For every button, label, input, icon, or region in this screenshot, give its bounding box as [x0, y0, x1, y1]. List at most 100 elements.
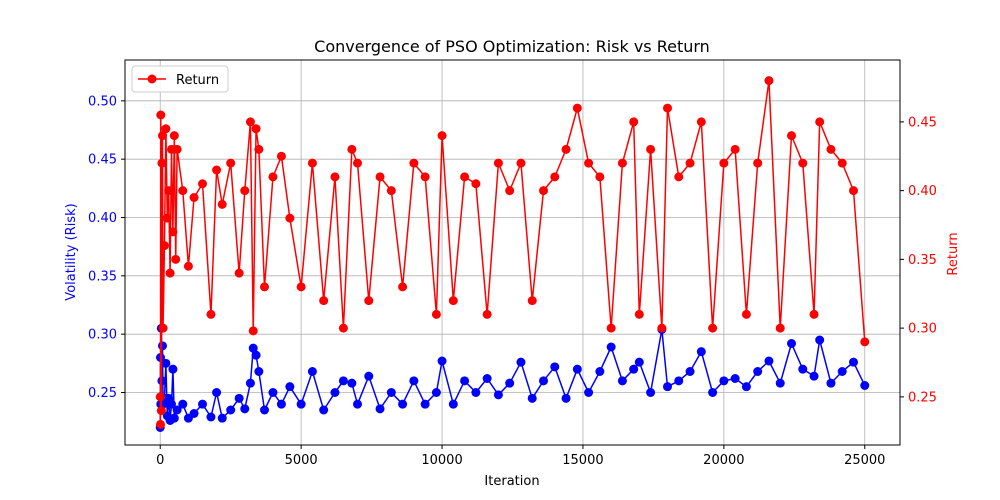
- left-y-tick-label-2: 0.35: [88, 269, 117, 284]
- risk-point-39: [347, 378, 357, 388]
- right-y-axis-label: Return: [946, 232, 961, 275]
- return-point-57: [527, 296, 537, 306]
- return-point-25: [234, 268, 244, 278]
- return-point-45: [398, 282, 408, 292]
- risk-point-71: [685, 367, 695, 376]
- risk-point-41: [364, 371, 374, 381]
- return-point-63: [595, 172, 605, 182]
- plot-area-frame: [124, 59, 901, 446]
- return-point-10: [164, 186, 174, 196]
- return-point-72: [685, 158, 695, 168]
- return-point-0: [155, 392, 165, 402]
- risk-point-16: [178, 399, 188, 409]
- risk-point-18: [189, 409, 199, 418]
- return-point-54: [493, 158, 503, 168]
- risk-point-63: [606, 342, 616, 352]
- x-tick-label-0: 0: [156, 453, 164, 468]
- return-point-20: [198, 179, 207, 189]
- return-point-78: [753, 158, 763, 168]
- risk-point-5: [157, 341, 167, 351]
- return-point-35: [296, 282, 306, 292]
- return-point-6: [158, 323, 168, 333]
- return-point-14: [169, 131, 179, 141]
- return-point-52: [471, 179, 481, 189]
- return-point-76: [730, 144, 740, 154]
- chart-title: Convergence of PSO Optimization: Risk vs…: [314, 37, 710, 56]
- risk-point-13: [168, 364, 178, 374]
- return-point-62: [584, 158, 594, 168]
- return-point-34: [285, 213, 295, 223]
- risk-point-37: [330, 388, 340, 397]
- risk-point-86: [849, 357, 858, 367]
- risk-point-33: [285, 382, 295, 392]
- risk-point-49: [448, 399, 458, 409]
- return-point-73: [696, 117, 706, 127]
- return-series: [155, 76, 870, 429]
- risk-point-15: [172, 405, 182, 415]
- risk-point-81: [798, 364, 808, 374]
- risk-point-50: [460, 376, 470, 386]
- return-point-70: [663, 103, 672, 113]
- return-point-87: [849, 186, 858, 196]
- return-point-2: [156, 110, 166, 120]
- return-point-42: [364, 296, 374, 306]
- risk-point-12: [167, 399, 176, 409]
- risk-point-67: [646, 388, 656, 397]
- risk-point-28: [251, 350, 261, 360]
- return-point-75: [719, 158, 729, 168]
- risk-point-58: [550, 362, 560, 372]
- return-point-13: [168, 227, 178, 237]
- return-point-30: [254, 144, 264, 154]
- risk-point-14: [169, 413, 179, 423]
- risk-point-52: [482, 374, 492, 383]
- risk-point-44: [398, 399, 408, 409]
- risk-point-45: [409, 376, 419, 386]
- risk-point-66: [634, 357, 644, 367]
- risk-point-29: [254, 367, 264, 376]
- return-point-9: [162, 213, 172, 223]
- return-point-15: [171, 254, 181, 264]
- return-point-17: [178, 186, 188, 196]
- return-point-51: [460, 172, 470, 182]
- return-point-29: [251, 124, 261, 134]
- x-tick-label-1: 5000: [285, 453, 318, 468]
- return-point-26: [240, 186, 250, 196]
- return-point-48: [431, 309, 441, 319]
- right-y-tick-label-2: 0.35: [908, 253, 937, 268]
- return-point-53: [482, 309, 492, 319]
- risk-point-69: [663, 382, 672, 392]
- return-point-71: [674, 172, 684, 182]
- risk-point-76: [741, 382, 751, 392]
- return-point-39: [338, 323, 348, 333]
- risk-point-84: [826, 378, 836, 388]
- right-y-tick-label-0: 0.25: [908, 390, 937, 405]
- return-point-67: [634, 309, 644, 319]
- risk-point-87: [860, 381, 870, 390]
- risk-point-34: [296, 399, 306, 409]
- risk-point-36: [319, 405, 329, 415]
- return-point-43: [375, 172, 385, 182]
- left-y-tick-label-3: 0.40: [88, 211, 117, 226]
- return-point-58: [539, 186, 548, 196]
- return-point-56: [516, 158, 526, 168]
- return-point-46: [409, 158, 419, 168]
- return-point-83: [809, 309, 819, 319]
- x-tick-label-5: 25000: [844, 453, 885, 468]
- risk-point-83: [815, 335, 825, 345]
- legend: Return: [131, 65, 229, 93]
- return-point-85: [826, 144, 836, 154]
- right-y-tick-label-3: 0.40: [908, 184, 937, 199]
- risk-point-47: [431, 388, 441, 397]
- return-point-18: [183, 261, 193, 271]
- return-point-41: [353, 158, 362, 168]
- x-tick-label-4: 20000: [703, 453, 744, 468]
- risk-point-57: [539, 376, 548, 386]
- risk-point-56: [527, 393, 537, 403]
- risk-point-24: [234, 393, 244, 403]
- right-y-tick-label-1: 0.30: [908, 322, 937, 337]
- return-point-21: [206, 309, 216, 319]
- risk-point-65: [629, 364, 639, 374]
- return-point-81: [787, 131, 796, 141]
- return-point-4: [157, 158, 167, 168]
